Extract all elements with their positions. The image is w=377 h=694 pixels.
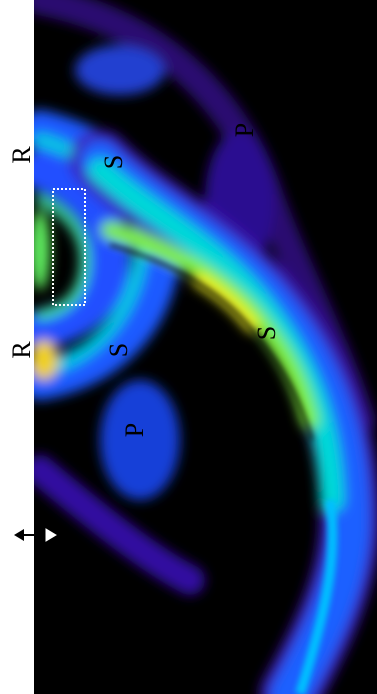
- source-box: [52, 188, 86, 306]
- wave-label: P: [120, 423, 149, 437]
- wave-label: S: [104, 343, 133, 357]
- wavefield-pattern: [34, 0, 377, 694]
- wave-label: R: [7, 146, 36, 164]
- wave-label: S: [99, 155, 128, 169]
- wave-label: S: [252, 326, 281, 340]
- wave-label: P: [230, 123, 259, 137]
- wave-label: R: [7, 341, 36, 359]
- polarization-arrow: [14, 528, 57, 545]
- annotations: R R S S S P P: [7, 123, 281, 437]
